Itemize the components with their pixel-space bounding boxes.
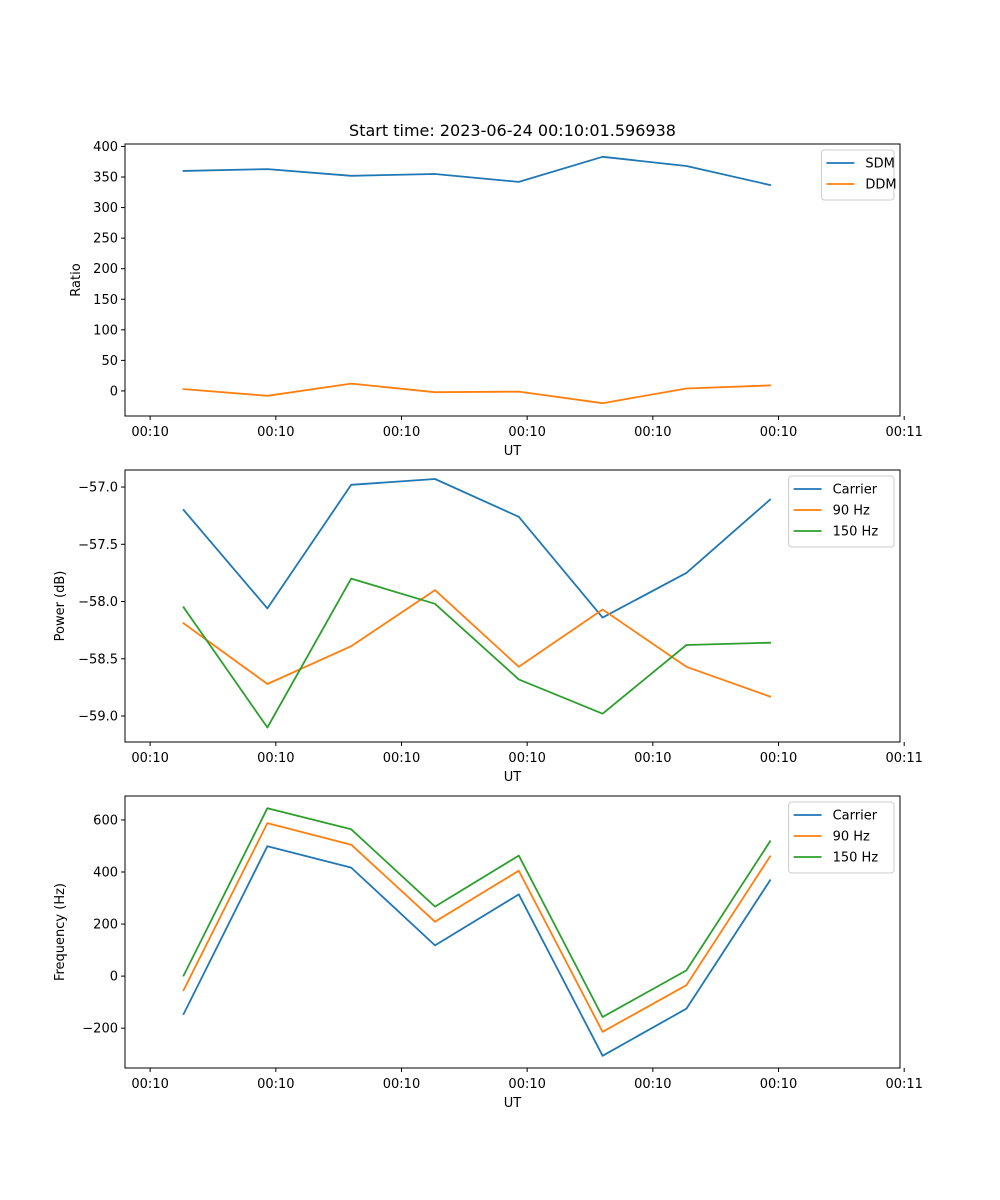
chart-panel-1: 00:10 00:10 00:10 00:10 00:10 00:10 00:11 0 50 10…: [69, 140, 923, 459]
x-tick-label: 00:10: [131, 425, 168, 440]
y-tick-label: 50: [101, 354, 118, 369]
legend-box: [788, 475, 895, 548]
y-tick-label: 150: [93, 293, 118, 308]
y-tick-label: 200: [93, 262, 118, 277]
y-tick-label: 300: [93, 201, 118, 216]
legend-label-90-hz: 90 Hz: [833, 504, 870, 519]
series-line-150-hz: [182, 577, 772, 729]
legend-label-carrier: Carrier: [833, 809, 878, 824]
legend-label-150-hz: 150 Hz: [833, 525, 879, 540]
x-tick-label: 00:11: [885, 425, 922, 440]
x-tick-label: 00:10: [508, 425, 545, 440]
series-line-ddm: [182, 382, 772, 405]
x-axis-label: UT: [504, 444, 522, 459]
figure-title: Start time: 2023-06-24 00:10:01.596938: [349, 121, 676, 140]
y-tick-label: 0: [110, 384, 118, 399]
x-tick-label: 00:10: [383, 1077, 420, 1092]
x-axis-label: UT: [504, 770, 522, 785]
x-tick-label: 00:11: [885, 751, 922, 766]
x-tick-label: 00:10: [131, 1077, 168, 1092]
legend: SDM DDM: [820, 149, 897, 201]
x-tick-label: 00:10: [634, 1077, 671, 1092]
y-tick-label: 200: [93, 918, 118, 933]
y-tick-label: 350: [93, 171, 118, 186]
series-line-90-hz: [182, 589, 772, 698]
x-tick-label: 00:10: [257, 1077, 294, 1092]
x-tick-label: 00:10: [634, 751, 671, 766]
x-tick-label: 00:10: [131, 751, 168, 766]
y-axis-label: Ratio: [69, 263, 84, 296]
plot-frame: [124, 469, 901, 743]
series-line-90-hz: [182, 822, 772, 1033]
legend: Carrier 90 Hz 150 Hz: [788, 475, 895, 548]
series-line-sdm: [182, 155, 772, 187]
y-tick-label: −59.0: [78, 710, 118, 725]
plot-frame: [124, 143, 901, 417]
x-axis-label: UT: [504, 1096, 522, 1111]
plot-frame: [124, 795, 901, 1069]
x-tick-label: 00:10: [760, 751, 797, 766]
y-tick-label: −57.0: [78, 481, 118, 496]
y-tick-label: −200: [82, 1022, 118, 1037]
series-line-carrier: [182, 845, 772, 1057]
x-tick-label: 00:10: [383, 425, 420, 440]
x-tick-label: 00:10: [257, 425, 294, 440]
y-tick-label: 400: [93, 866, 118, 881]
y-axis-label: Frequency (Hz): [53, 883, 68, 981]
x-tick-label: 00:10: [760, 425, 797, 440]
y-tick-label: −58.0: [78, 595, 118, 610]
y-tick-label: 600: [93, 813, 118, 828]
y-tick-label: −57.5: [78, 538, 118, 553]
legend-label-90-hz: 90 Hz: [833, 830, 870, 845]
x-tick-label: 00:10: [760, 1077, 797, 1092]
x-tick-label: 00:10: [634, 425, 671, 440]
x-tick-label: 00:10: [383, 751, 420, 766]
y-tick-label: 100: [93, 323, 118, 338]
x-tick-label: 00:10: [257, 751, 294, 766]
legend-label-ddm: DDM: [865, 178, 896, 193]
x-tick-label: 00:10: [508, 1077, 545, 1092]
legend: Carrier 90 Hz 150 Hz: [788, 801, 895, 874]
legend-box: [788, 801, 895, 874]
legend-label-150-hz: 150 Hz: [833, 851, 879, 866]
y-axis-label: Power (dB): [53, 571, 68, 642]
chart-panel-2: 00:10 00:10 00:10 00:10 00:10 00:10 00:11 −57.0…: [53, 469, 923, 785]
y-tick-label: −58.5: [78, 652, 118, 667]
x-tick-label: 00:10: [508, 751, 545, 766]
series-line-carrier: [182, 478, 772, 619]
y-tick-label: 0: [110, 970, 118, 985]
y-tick-label: 250: [93, 232, 118, 247]
legend-label-sdm: SDM: [865, 157, 894, 172]
legend-label-carrier: Carrier: [833, 483, 878, 498]
series-line-150-hz: [182, 807, 772, 1018]
y-tick-label: 400: [93, 140, 118, 155]
x-tick-label: 00:11: [885, 1077, 922, 1092]
chart-panel-3: 00:10 00:10 00:10 00:10 00:10 00:10 00:11 600 40…: [53, 795, 923, 1111]
